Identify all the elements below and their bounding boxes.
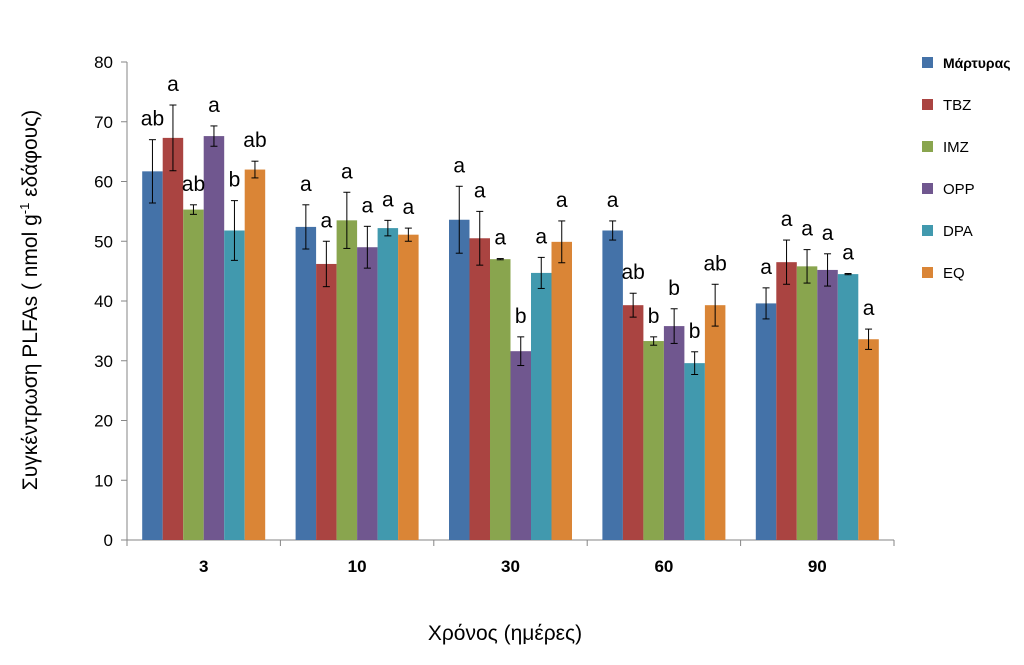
significance-letter: a xyxy=(382,188,394,211)
y-tick-label: 10 xyxy=(94,471,113,490)
significance-letter: a xyxy=(300,173,312,196)
significance-letter: b xyxy=(648,305,660,328)
significance-letter: a xyxy=(801,218,813,241)
significance-letter: a xyxy=(822,222,834,245)
y-tick-label: 0 xyxy=(104,531,113,550)
y-tick-label: 70 xyxy=(94,113,113,132)
bar xyxy=(449,219,470,541)
legend-swatch xyxy=(922,183,933,194)
legend-swatch xyxy=(922,267,933,278)
bar xyxy=(203,136,225,540)
significance-letter: a xyxy=(760,256,772,279)
legend-label: TBZ xyxy=(943,97,971,114)
y-tick-label: 30 xyxy=(94,352,113,371)
bar xyxy=(183,209,204,540)
legend-label: DPA xyxy=(943,223,973,240)
bar xyxy=(684,363,705,540)
significance-letter: a xyxy=(494,227,506,250)
bar xyxy=(510,351,531,540)
legend-label: OPP xyxy=(943,181,975,198)
y-tick-label: 40 xyxy=(94,292,113,311)
bars-layer xyxy=(142,136,879,541)
significance-letter: a xyxy=(474,179,486,202)
significance-letter: b xyxy=(689,320,701,343)
legend-swatch xyxy=(922,57,933,68)
bar xyxy=(336,220,358,540)
legend-label: EQ xyxy=(943,265,965,282)
error-bars-layer xyxy=(148,104,873,375)
bar xyxy=(295,226,317,540)
bar xyxy=(704,305,726,540)
significance-letter: b xyxy=(668,277,680,300)
legend-swatch xyxy=(922,99,933,110)
x-tick-label: 60 xyxy=(654,557,673,576)
bar xyxy=(817,269,838,540)
significance-letter: a xyxy=(607,189,619,212)
x-tick-label: 3 xyxy=(199,557,208,576)
significance-letter: ab xyxy=(621,261,644,284)
significance-letter: b xyxy=(515,305,527,328)
bar xyxy=(377,228,399,541)
significance-letter: ab xyxy=(182,173,205,196)
legend-label: Μάρτυρας xyxy=(943,55,1010,71)
bar xyxy=(602,230,623,540)
significance-letter: ab xyxy=(141,108,164,131)
significance-letter: a xyxy=(781,208,793,231)
y-tick-label: 50 xyxy=(94,232,113,251)
bar xyxy=(796,266,818,540)
significance-letter: ab xyxy=(243,129,266,152)
significance-letter: a xyxy=(863,297,875,320)
significance-letter: a xyxy=(453,154,465,177)
significance-letter: a xyxy=(362,194,374,217)
x-axis-title: Χρόνος (ημέρες) xyxy=(428,622,582,645)
significance-letter: a xyxy=(842,242,854,265)
significance-letter: a xyxy=(403,196,415,219)
significance-letter: a xyxy=(321,209,333,232)
significance-letter: a xyxy=(208,94,220,117)
legend-label: IMZ xyxy=(943,139,969,156)
y-tick-label: 20 xyxy=(94,412,113,431)
bar xyxy=(142,171,163,540)
y-tick-label: 60 xyxy=(94,173,113,192)
bar xyxy=(316,263,337,540)
significance-letter: b xyxy=(229,169,241,192)
bar xyxy=(531,272,552,540)
bar xyxy=(469,238,490,540)
legend-swatch xyxy=(922,225,933,236)
bar xyxy=(224,230,245,540)
bar xyxy=(837,274,859,540)
bar xyxy=(162,137,184,540)
bar xyxy=(244,169,266,541)
significance-letter: a xyxy=(341,160,353,183)
bar xyxy=(663,326,685,540)
significance-letter: a xyxy=(556,189,568,212)
x-tick-label: 10 xyxy=(348,557,367,576)
significance-letter: a xyxy=(535,225,547,248)
bar xyxy=(398,234,419,541)
bar xyxy=(755,303,777,540)
y-axis-title-main: Συγκέντρωση PLFAs ( nmol g xyxy=(19,214,42,490)
significance-letter: ab xyxy=(703,252,726,275)
x-tick-label: 90 xyxy=(808,557,827,576)
x-tick-label: 30 xyxy=(501,557,520,576)
significance-letter: a xyxy=(167,73,179,96)
axis-layer: 0 10 20 30 40 50 60 70 80 3 10 30 60 90 xyxy=(94,53,895,576)
bar xyxy=(357,247,378,540)
bar xyxy=(776,262,797,540)
y-axis-title-tail: εδάφους) xyxy=(19,110,42,203)
legend: Μάρτυρας TBZ IMZ OPP DPA EQ xyxy=(922,55,1010,282)
legend-swatch xyxy=(922,141,933,152)
bar xyxy=(858,339,879,540)
bar xyxy=(551,241,572,540)
y-axis-title: Συγκέντρωση PLFAs ( nmol g-1 εδάφους) xyxy=(17,110,42,490)
bar xyxy=(490,259,511,540)
bar xyxy=(643,341,664,540)
y-tick-label: 80 xyxy=(94,53,113,72)
y-axis-title-superscript: -1 xyxy=(17,203,32,215)
bar xyxy=(622,305,644,540)
